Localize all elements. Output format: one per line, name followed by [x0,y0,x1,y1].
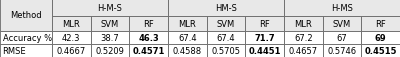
Text: MLR: MLR [178,20,196,29]
Text: MLR: MLR [294,20,312,29]
Bar [323,44,361,57]
Bar [91,17,129,31]
Bar [52,0,168,17]
Text: 46.3: 46.3 [138,33,159,42]
Bar [207,31,245,44]
Bar [245,17,284,31]
Bar [207,44,245,57]
Text: 67.2: 67.2 [294,33,313,42]
Bar [361,44,400,57]
Text: H-MS: H-MS [331,4,353,13]
Text: 69: 69 [375,33,386,42]
Text: RMSE: RMSE [3,46,26,55]
Text: 0.4588: 0.4588 [173,46,202,55]
Bar [284,0,400,17]
Bar [245,44,284,57]
Bar [168,0,284,17]
Bar [52,17,91,31]
Bar [129,17,168,31]
Bar [207,17,245,31]
Bar [129,44,168,57]
Text: 0.5705: 0.5705 [212,46,240,55]
Text: Method: Method [10,11,42,20]
Text: Accuracy %: Accuracy % [3,33,52,42]
Bar [0,31,52,44]
Text: SVM: SVM [217,20,235,29]
Bar [168,31,207,44]
Text: MLR: MLR [62,20,80,29]
Text: 67: 67 [337,33,347,42]
Bar [245,31,284,44]
Text: RF: RF [259,20,270,29]
Bar [284,31,323,44]
Text: 67.4: 67.4 [178,33,197,42]
Bar [168,17,207,31]
Text: 0.5209: 0.5209 [96,46,124,55]
Text: 71.7: 71.7 [254,33,275,42]
Text: SVM: SVM [101,20,119,29]
Text: H-M-S: H-M-S [98,4,122,13]
Bar [284,17,323,31]
Text: 0.4657: 0.4657 [289,46,318,55]
Bar [0,44,52,57]
Bar [91,31,129,44]
Text: HM-S: HM-S [215,4,237,13]
Text: SVM: SVM [333,20,351,29]
Text: 0.4667: 0.4667 [57,46,86,55]
Text: 67.4: 67.4 [217,33,235,42]
Bar [323,17,361,31]
Text: RF: RF [375,20,386,29]
Text: 0.4571: 0.4571 [132,46,165,55]
Bar [284,44,323,57]
Bar [91,44,129,57]
Text: 0.4451: 0.4451 [248,46,281,55]
Bar [0,0,52,31]
Bar [52,44,91,57]
Bar [323,31,361,44]
Text: 38.7: 38.7 [101,33,119,42]
Bar [361,31,400,44]
Text: 0.4515: 0.4515 [364,46,397,55]
Bar [129,31,168,44]
Text: RF: RF [143,20,154,29]
Bar [52,31,91,44]
Bar [361,17,400,31]
Text: 0.5746: 0.5746 [328,46,356,55]
Bar [168,44,207,57]
Text: 42.3: 42.3 [62,33,80,42]
